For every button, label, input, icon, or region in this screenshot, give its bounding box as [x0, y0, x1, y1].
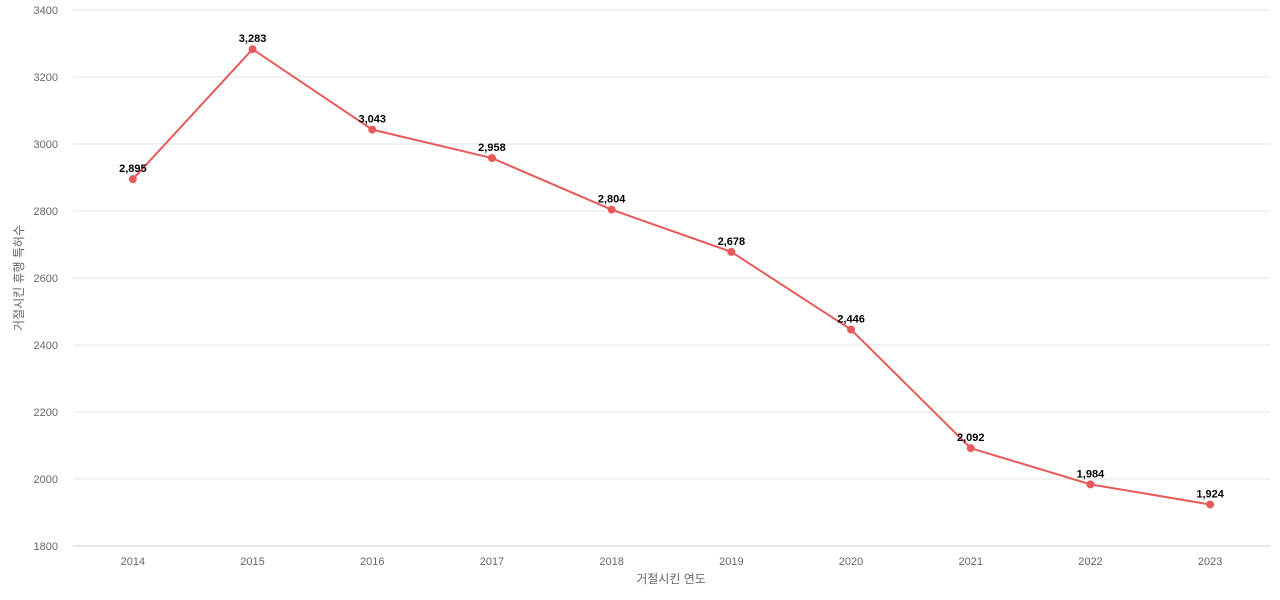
x-tick-label: 2017	[480, 556, 504, 568]
x-tick-label: 2020	[839, 556, 863, 568]
data-label: 2,678	[718, 236, 746, 248]
grid-lines	[73, 9, 1270, 547]
x-tick-label: 2014	[121, 556, 145, 568]
y-tick-label: 2800	[34, 206, 58, 218]
data-label: 3,283	[239, 33, 267, 45]
series-layer	[128, 45, 1215, 509]
data-label: 2,446	[837, 314, 865, 326]
data-point[interactable]	[1086, 480, 1095, 489]
y-tick-label: 1800	[34, 541, 58, 553]
y-tick-label: 2400	[34, 340, 58, 352]
x-axis-ticks: 2014 2015 2016 2017 2018 2019 2020 2021 2022 2023	[121, 556, 1223, 568]
y-tick-label: 3400	[34, 5, 58, 17]
data-label: 1,924	[1196, 488, 1224, 500]
data-point[interactable]	[248, 45, 257, 54]
data-label: 3,043	[358, 114, 386, 126]
data-point[interactable]	[1206, 500, 1215, 509]
y-axis-ticks: 1800 2000 2200 2400 2600 2800 3000 3200 3400	[34, 5, 58, 553]
x-tick-label: 2021	[959, 556, 983, 568]
data-label: 2,895	[119, 163, 147, 175]
data-label: 2,804	[598, 194, 626, 206]
y-tick-label: 2200	[34, 407, 58, 419]
x-tick-label: 2016	[360, 556, 384, 568]
x-tick-label: 2018	[599, 556, 623, 568]
data-point[interactable]	[727, 247, 736, 256]
data-point[interactable]	[128, 175, 137, 184]
x-tick-label: 2015	[240, 556, 264, 568]
x-axis-title: 거절시킨 연도	[636, 572, 706, 586]
y-tick-label: 3000	[34, 139, 58, 151]
data-point[interactable]	[966, 444, 975, 453]
x-tick-label: 2022	[1078, 556, 1102, 568]
data-label: 2,958	[478, 142, 506, 154]
x-tick-label: 2019	[719, 556, 743, 568]
data-label: 1,984	[1077, 468, 1105, 480]
data-point[interactable]	[368, 125, 377, 134]
series-line	[132, 48, 1211, 506]
y-tick-label: 2600	[34, 273, 58, 285]
y-tick-label: 3200	[34, 72, 58, 84]
data-label: 2,092	[957, 432, 985, 444]
data-point[interactable]	[487, 154, 496, 163]
y-axis-title: 거절시킨 휴행 특허수	[11, 225, 26, 331]
x-tick-label: 2023	[1198, 556, 1222, 568]
data-labels: 2,895 3,283 3,043 2,958 2,804 2,678 2,446 2,092…	[119, 33, 1225, 500]
data-point[interactable]	[847, 325, 856, 334]
y-tick-label: 2000	[34, 474, 58, 486]
data-point[interactable]	[607, 205, 616, 214]
